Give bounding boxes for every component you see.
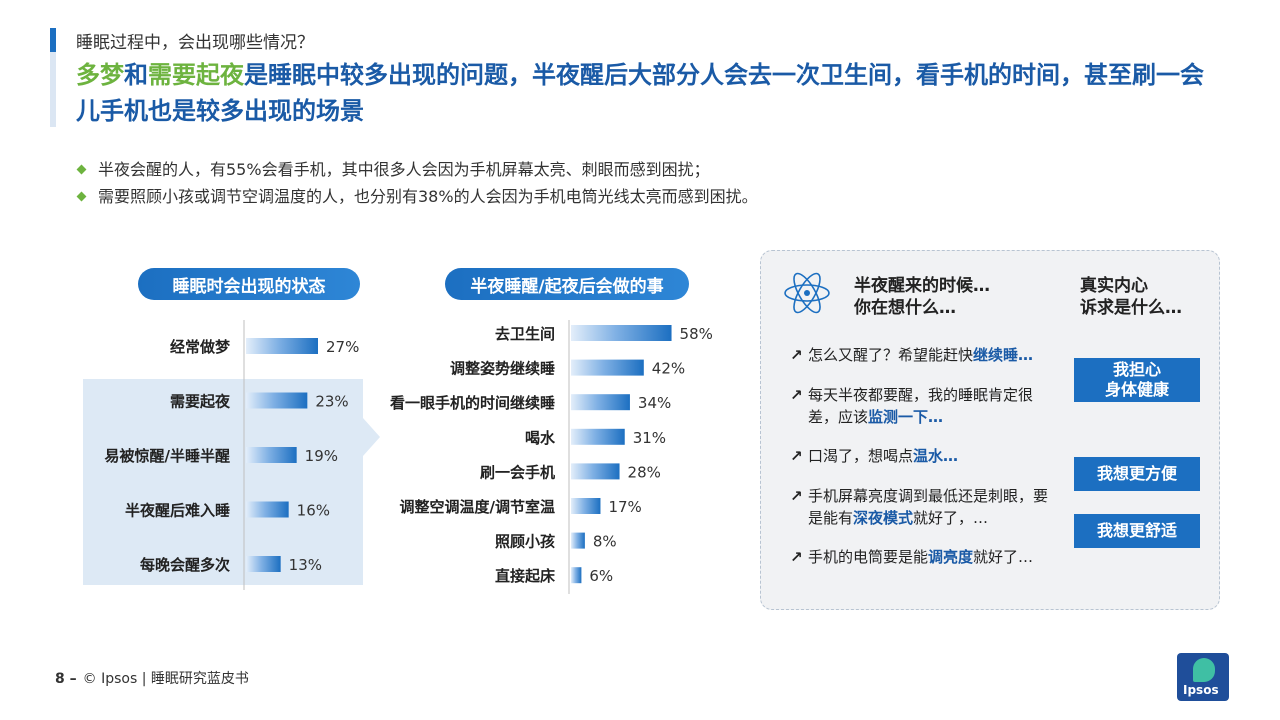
chart2-category-label: 照顾小孩 [495,533,555,551]
need-badge-convenience: 我想更方便 [1074,457,1200,491]
chart1-category-label: 易被惊醒/半睡半醒 [105,447,230,465]
arrow-up-right-icon: ↗ [790,548,803,566]
headline-rest: 是睡眠中较多出现的问题，半夜醒后大部分人会去一次卫生间，看手机的时间，甚至刷一会… [76,61,1204,125]
chart1-bar [246,447,297,463]
chart2-category-label: 看一眼手机的时间继续睡 [390,394,555,412]
chart2-value-label: 17% [608,498,641,516]
chart2-category-label: 直接起床 [495,567,556,585]
chart2-value-label: 34% [638,394,671,412]
ipsos-logo: Ipsos [1177,653,1229,701]
bullet-text: 半夜会醒的人，有55%会看手机，其中很多人会因为手机屏幕太亮、刺眼而感到困扰； [98,160,710,179]
arrow-up-right-icon: ↗ [790,447,803,465]
chart1-category-label: 需要起夜 [170,393,231,411]
chart2-value-label: 28% [628,463,661,481]
chart1-category-label: 每晚会醒多次 [140,556,230,574]
footer: 8 – © Ipsos | 睡眠研究蓝皮书 [55,668,249,688]
chart2-category-label: 刷一会手机 [480,463,555,481]
logo-text: Ipsos [1183,683,1219,697]
panel-heading-needs: 真实内心 诉求是什么… [1080,276,1182,318]
chart1-bar [246,338,318,354]
headline-highlight-dream: 多梦 [76,61,124,89]
chart2-value-label: 8% [593,533,617,551]
bullet-text: 需要照顾小孩或调节空调温度的人，也分别有38%的人会因为手机电筒光线太亮而感到困… [98,187,758,206]
need-badge-comfort: 我想更舒适 [1074,514,1200,548]
chart1-value-label: 16% [297,502,330,520]
chart1-value-label: 27% [326,338,359,356]
chart1-title: 睡眠时会出现的状态 [138,268,360,300]
headline-highlight-night: 需要起夜 [148,61,244,89]
chart2-bar [571,567,582,584]
thought-item: ↗ 怎么又醒了？希望能赶快继续睡… [790,346,1034,364]
page-number: 8 – [55,671,77,687]
arrow-up-right-icon: ↗ [790,386,803,404]
chart1-category-label: 经常做梦 [170,338,231,356]
logo-leaf-icon [1193,658,1215,682]
page-headline: 多梦和需要起夜是睡眠中较多出现的问题，半夜醒后大部分人会去一次卫生间，看手机的时… [76,57,1216,129]
chart2-bar [571,463,620,480]
chart2-bar [571,532,585,549]
chart1-category-label: 半夜醒后难入睡 [125,502,230,520]
atom-icon [784,272,830,314]
insight-panel [760,250,1220,610]
need-badge-health: 我担心 身体健康 [1074,358,1200,402]
chart2-title: 半夜睡醒/起夜后会做的事 [445,268,689,300]
thought-item: ↗ 手机的电筒要是能调亮度就好了… [790,548,1034,566]
chart2-bar [571,428,625,445]
bullet-item: 半夜会醒的人，有55%会看手机，其中很多人会因为手机屏幕太亮、刺眼而感到困扰； [76,156,758,183]
chart1-value-label: 23% [315,393,348,411]
chart2-value-label: 42% [652,360,685,378]
chart2-value-label: 6% [589,567,613,585]
header-accent-bar [50,28,56,52]
thought-item: ↗ 每天半夜都要醒，我的睡眠肯定很差，应该监测一下… [790,386,1034,426]
chart2-category-label: 喝水 [525,429,556,447]
chart2-bar [571,498,601,514]
chart2-value-label: 58% [680,325,713,343]
chart2-bar [571,394,630,411]
chart2-category-label: 调整姿势继续睡 [450,360,555,378]
chart1-bar [246,556,281,572]
chart1-value-label: 19% [305,447,338,465]
chart1-value-label: 13% [289,556,322,574]
arrow-up-right-icon: ↗ [790,487,803,505]
chart1-bar [246,501,289,518]
header-accent-bar-light [50,52,56,127]
thought-item: ↗ 手机屏幕亮度调到最低还是刺眼，要是能有深夜模式就好了，… [790,487,1049,527]
chart2-category-label: 调整空调温度/调节室温 [400,498,555,516]
panel-heading-thoughts: 半夜醒来的时候… 你在想什么… [854,276,990,318]
footer-source: © Ipsos | 睡眠研究蓝皮书 [82,671,249,687]
arrow-up-right-icon: ↗ [790,346,803,364]
chart2-bar [571,359,644,376]
chart2-bar [571,325,672,341]
summary-bullets: 半夜会醒的人，有55%会看手机，其中很多人会因为手机屏幕太亮、刺眼而感到困扰； … [76,156,758,210]
highlight-band [83,379,380,585]
chart2-value-label: 31% [633,429,666,447]
bullet-item: 需要照顾小孩或调节空调温度的人，也分别有38%的人会因为手机电筒光线太亮而感到困… [76,183,758,210]
thought-item: ↗ 口渴了，想喝点温水… [790,447,959,465]
headline-conjunction: 和 [124,61,148,89]
page-subtitle: 睡眠过程中，会出现哪些情况？ [76,33,314,53]
chart2-category-label: 去卫生间 [495,325,555,343]
chart1-bar [246,392,308,409]
